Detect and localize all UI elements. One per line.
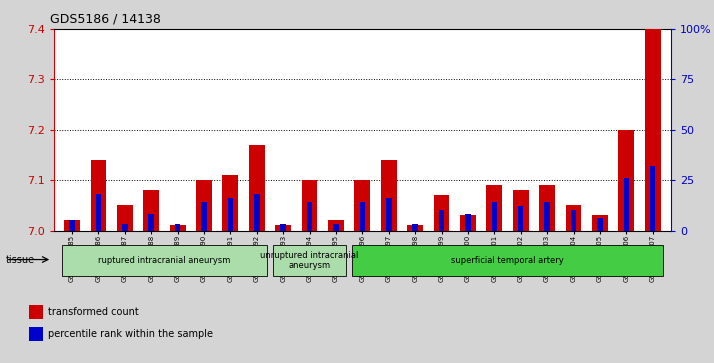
Bar [413, 224, 418, 231]
Bar [175, 224, 181, 231]
Text: ruptured intracranial aneurysm: ruptured intracranial aneurysm [99, 256, 231, 265]
Text: unruptured intracranial
aneurysm: unruptured intracranial aneurysm [261, 251, 358, 270]
Bar [513, 190, 528, 231]
Bar [91, 160, 106, 231]
Bar [281, 224, 286, 231]
Bar [69, 220, 75, 231]
Bar [491, 202, 497, 231]
Bar [518, 206, 523, 231]
Bar [465, 215, 471, 231]
Bar [333, 224, 338, 231]
Bar [201, 202, 207, 231]
Bar [29, 327, 43, 341]
Bar [117, 205, 133, 231]
Bar [597, 219, 603, 231]
Text: superficial temporal artery: superficial temporal artery [451, 256, 564, 265]
Bar [276, 225, 291, 231]
Bar [307, 202, 312, 231]
Bar [249, 145, 265, 231]
Bar [433, 195, 449, 231]
Text: tissue: tissue [6, 255, 35, 265]
Bar [62, 245, 267, 276]
Bar [592, 215, 608, 231]
Bar [544, 202, 550, 231]
Bar [29, 305, 43, 319]
Bar [460, 215, 476, 231]
Text: percentile rank within the sample: percentile rank within the sample [49, 329, 213, 339]
Bar [360, 202, 365, 231]
Bar [623, 178, 629, 231]
Bar [354, 180, 371, 231]
Text: GDS5186 / 14138: GDS5186 / 14138 [51, 13, 161, 26]
Bar [618, 130, 634, 231]
Bar [328, 220, 344, 231]
Bar [301, 180, 318, 231]
Bar [439, 210, 444, 231]
Bar [650, 166, 655, 231]
Bar [352, 245, 663, 276]
Bar [64, 220, 80, 231]
Bar [486, 185, 502, 231]
Bar [254, 194, 260, 231]
Bar [273, 245, 346, 276]
Bar [223, 175, 238, 231]
Bar [381, 160, 397, 231]
Bar [570, 210, 576, 231]
Bar [196, 180, 212, 231]
Bar [386, 198, 391, 231]
Text: transformed count: transformed count [49, 307, 139, 317]
Bar [96, 194, 101, 231]
Bar [407, 225, 423, 231]
Bar [144, 190, 159, 231]
Bar [228, 198, 233, 231]
Bar [122, 224, 128, 231]
Bar [539, 185, 555, 231]
Bar [645, 29, 660, 231]
Bar [149, 215, 154, 231]
Bar [565, 205, 581, 231]
Bar [170, 225, 186, 231]
